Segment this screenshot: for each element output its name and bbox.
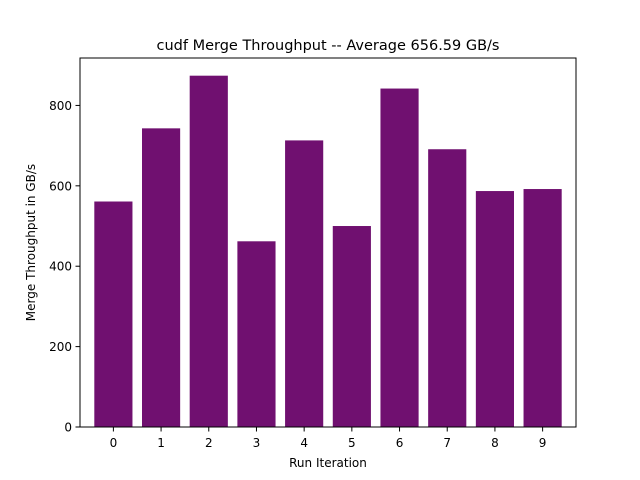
x-tick-label-3: 3 xyxy=(253,436,261,450)
bar-3 xyxy=(237,241,276,427)
y-tick-label-400: 400 xyxy=(49,260,72,274)
x-tick-label-9: 9 xyxy=(539,436,547,450)
bar-1 xyxy=(142,128,181,427)
plot-frame xyxy=(79,57,577,428)
bar-8 xyxy=(475,191,514,427)
y-axis-ticks: 0 200 400 600 800 xyxy=(49,99,80,435)
x-tick-label-2: 2 xyxy=(205,436,213,450)
bar-9 xyxy=(523,189,562,427)
x-tick-label-7: 7 xyxy=(443,436,451,450)
y-tick-label-0: 0 xyxy=(64,421,72,435)
bar-2 xyxy=(189,75,228,427)
y-tick-label-600: 600 xyxy=(49,179,72,193)
y-tick-label-200: 200 xyxy=(49,340,72,354)
x-axis-label: Run Iteration xyxy=(289,456,367,470)
bar-4 xyxy=(285,140,324,427)
bar-5 xyxy=(332,226,371,427)
x-tick-label-5: 5 xyxy=(348,436,356,450)
bar-6 xyxy=(380,88,419,428)
x-tick-label-6: 6 xyxy=(396,436,404,450)
y-axis-label: Merge Throughput in GB/s xyxy=(24,164,38,321)
bar-0 xyxy=(94,201,133,427)
chart-title: cudf Merge Throughput -- Average 656.59 … xyxy=(157,38,500,54)
x-tick-label-4: 4 xyxy=(300,436,308,450)
bar-7 xyxy=(428,149,467,427)
x-tick-label-8: 8 xyxy=(491,436,499,450)
x-tick-label-0: 0 xyxy=(110,436,118,450)
x-axis-ticks: 0 1 2 3 4 5 6 7 8 9 xyxy=(110,427,547,450)
x-tick-label-1: 1 xyxy=(157,436,165,450)
bars-group xyxy=(94,75,562,428)
y-tick-label-800: 800 xyxy=(49,99,72,113)
